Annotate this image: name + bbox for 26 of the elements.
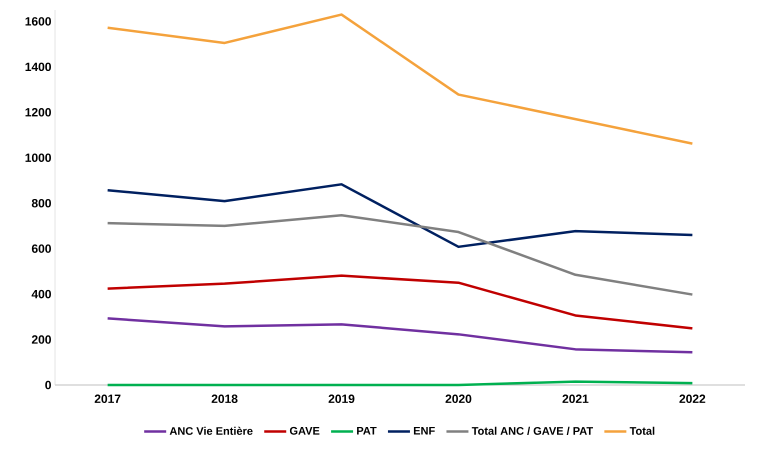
legend-label: Total ANC / GAVE / PAT	[472, 426, 593, 435]
line-series	[106, 13, 694, 145]
y-tick-label: 600	[32, 244, 51, 253]
y-tick-label: 1600	[26, 17, 51, 26]
legend-label: Total	[630, 426, 654, 435]
x-tick-label: 2020	[446, 394, 472, 404]
x-tick-label: 2019	[328, 394, 354, 404]
legend-label: GAVE	[290, 426, 320, 435]
x-tick-label: 2017	[94, 394, 120, 404]
legend-label: ENF	[414, 426, 435, 435]
x-tick-label: 2022	[679, 394, 706, 404]
line-series	[106, 274, 694, 330]
line-series	[106, 317, 694, 354]
y-tick-label: 800	[32, 198, 51, 208]
y-tick-label: 1400	[26, 62, 51, 72]
line-series	[106, 183, 694, 248]
legend-label: PAT	[357, 426, 377, 435]
y-tick-label: 0	[45, 380, 51, 390]
y-tick-label: 1000	[26, 153, 51, 162]
y-tick-label: 1200	[26, 108, 51, 117]
line-series	[106, 214, 694, 296]
x-tick-label: 2021	[562, 394, 588, 404]
y-tick-label: 400	[32, 290, 51, 298]
legend-label: ANC Vie Entière	[170, 426, 253, 435]
x-tick-label: 2018	[212, 394, 238, 404]
y-tick-label: 200	[32, 335, 51, 344]
